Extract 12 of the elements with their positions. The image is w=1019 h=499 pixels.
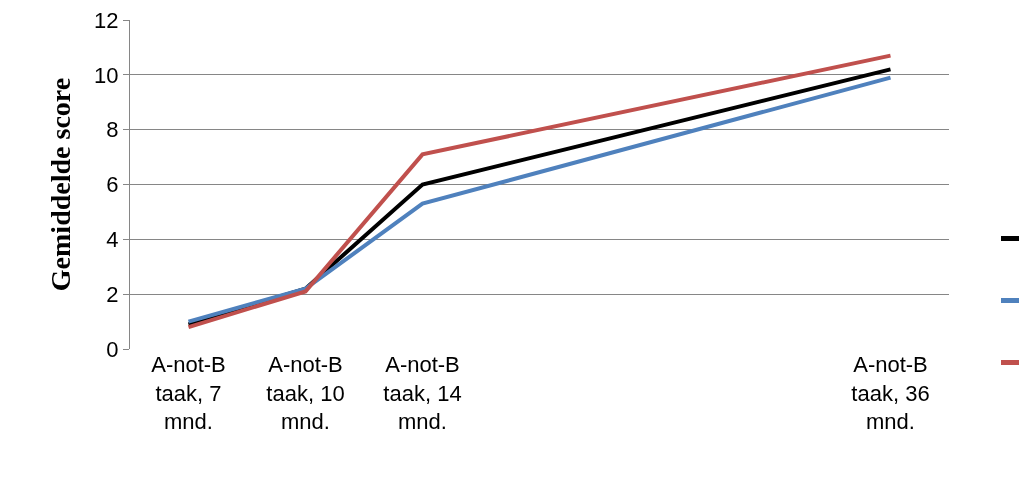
x-tick-label: A-not-B taak, 10 mnd. <box>266 352 345 435</box>
y-tick-label: 10 <box>94 62 119 88</box>
x-tick-label: A-not-B taak, 14 mnd. <box>383 352 462 435</box>
y-tick-label: 8 <box>106 117 119 143</box>
y-tick-label: 0 <box>106 336 119 362</box>
y-tick-label: 6 <box>106 172 119 198</box>
y-tick-label: 12 <box>94 7 119 33</box>
y-tick-label: 2 <box>106 281 119 307</box>
y-axis-title: Gemiddelde score <box>44 77 76 292</box>
y-tick-label: 4 <box>106 227 119 253</box>
x-tick-label: A-not-B taak, 36 mnd. <box>851 352 930 435</box>
x-tick-label: A-not-B taak, 7 mnd. <box>151 352 226 435</box>
